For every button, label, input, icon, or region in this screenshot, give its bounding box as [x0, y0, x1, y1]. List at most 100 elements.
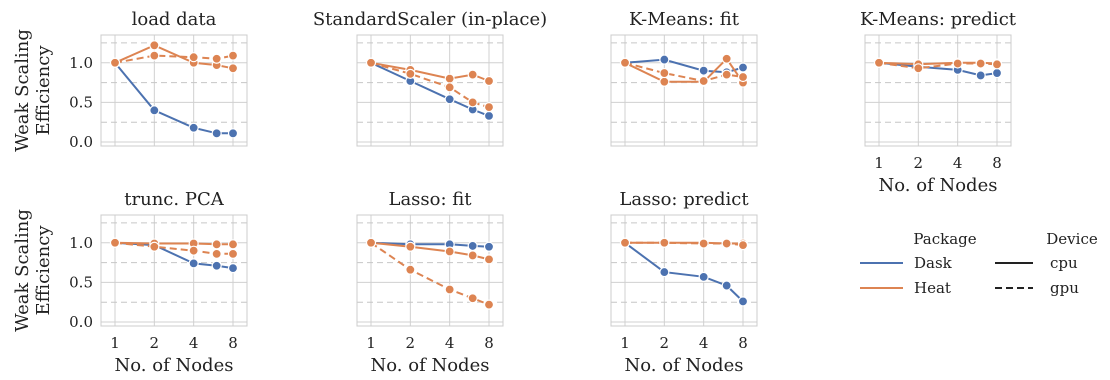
data-point-heat-gpu — [109, 237, 121, 248]
data-point-heat-gpu — [659, 237, 670, 248]
data-point-dask-cpu — [659, 266, 670, 278]
data-point-dask-cpu — [698, 65, 709, 76]
data-point-heat-gpu — [149, 50, 160, 61]
panel-title: load data — [132, 9, 217, 30]
data-point-heat-cpu — [227, 63, 239, 74]
data-point-dask-cpu — [659, 54, 670, 65]
data-point-heat-gpu — [109, 57, 121, 68]
data-point-heat-cpu — [405, 241, 416, 252]
y-tick-label: 1.0 — [69, 54, 93, 72]
data-point-heat-gpu — [737, 240, 749, 251]
data-point-heat-cpu — [444, 73, 455, 84]
x-tick-label: 1 — [366, 334, 376, 352]
panel-frame — [610, 214, 758, 327]
data-point-dask-cpu — [211, 260, 222, 271]
legend-title-package: Package — [913, 230, 976, 248]
chart-panel: Lasso: fit 1 2 4 8 No. of Nodes — [356, 189, 504, 376]
x-axis-label: No. of Nodes — [879, 175, 998, 196]
y-axis-label: Weak Scaling — [12, 29, 33, 152]
y-tick-label: 0.0 — [69, 313, 93, 331]
panel-title: Lasso: predict — [619, 189, 749, 210]
panel-frame — [610, 34, 758, 147]
data-point-dask-cpu — [211, 128, 222, 139]
series-line-dask-cpu — [624, 241, 744, 303]
data-point-heat-gpu — [698, 75, 709, 87]
x-tick-label: 8 — [484, 334, 494, 352]
x-tick-label: 4 — [445, 334, 455, 352]
panel-title: StandardScaler (in-place) — [313, 9, 547, 30]
data-point-dask-cpu — [227, 263, 239, 274]
x-tick-label: 4 — [189, 334, 199, 352]
data-point-heat-gpu — [188, 245, 199, 256]
x-tick-label: 2 — [914, 154, 924, 172]
chart-panel: trunc. PCA 0.0 0.5 1.0 Weak Scaling Efficienc… — [12, 189, 248, 376]
x-tick-label: 1 — [110, 334, 120, 352]
data-point-heat-cpu — [467, 250, 478, 261]
legend-label-device: cpu — [1050, 254, 1078, 272]
data-point-heat-cpu — [483, 254, 495, 265]
chart-panel: K-Means: predict 1 2 4 8 No. of Nodes — [860, 9, 1017, 196]
legend-label-package: Heat — [914, 279, 951, 297]
x-tick-label: 8 — [228, 334, 238, 352]
data-point-dask-cpu — [444, 94, 455, 105]
data-point-heat-gpu — [365, 237, 377, 248]
chart-panel: Lasso: predict 1 2 4 8 No. of Nodes — [610, 189, 758, 376]
panel-frame — [864, 34, 1012, 147]
panel-frame — [356, 214, 504, 327]
panel-title: Lasso: fit — [388, 189, 472, 210]
data-point-heat-gpu — [211, 248, 222, 259]
data-point-heat-gpu — [483, 299, 495, 310]
panel-frame — [100, 214, 248, 327]
data-point-dask-cpu — [227, 128, 239, 139]
data-point-heat-gpu — [467, 97, 478, 108]
data-point-heat-gpu — [659, 67, 670, 79]
chart-legend: Package Device Dask Heat cpu gpu — [860, 230, 1098, 297]
data-point-heat-gpu — [619, 57, 631, 68]
data-point-heat-cpu — [211, 239, 222, 250]
data-point-heat-gpu — [975, 58, 986, 69]
y-axis-label: Efficiency — [33, 225, 54, 316]
y-tick-label: 1.0 — [69, 234, 93, 252]
x-tick-label: 1 — [874, 154, 884, 172]
y-tick-label: 0.5 — [69, 93, 93, 111]
x-tick-label: 8 — [992, 154, 1002, 172]
x-tick-label: 2 — [406, 334, 416, 352]
data-point-dask-cpu — [737, 62, 749, 73]
x-tick-label: 1 — [620, 334, 630, 352]
data-point-heat-gpu — [721, 69, 732, 80]
data-point-heat-gpu — [483, 102, 495, 113]
y-axis-label: Weak Scaling — [12, 209, 33, 332]
data-point-heat-cpu — [467, 69, 478, 80]
data-point-heat-cpu — [227, 239, 239, 250]
data-point-heat-gpu — [913, 63, 924, 74]
panel-title: K-Means: fit — [629, 9, 740, 30]
data-point-dask-cpu — [737, 296, 749, 307]
data-point-heat-gpu — [405, 264, 416, 275]
data-point-dask-cpu — [483, 241, 495, 252]
data-point-heat-gpu — [188, 52, 199, 63]
panel-frame — [100, 34, 248, 147]
legend-label-device: gpu — [1050, 279, 1079, 297]
x-tick-label: 2 — [150, 334, 160, 352]
data-point-heat-gpu — [873, 57, 885, 68]
legend-label-package: Dask — [914, 254, 953, 272]
y-axis-label: Efficiency — [33, 45, 54, 136]
panel-title: trunc. PCA — [124, 189, 224, 210]
data-point-heat-gpu — [467, 293, 478, 304]
data-point-dask-cpu — [975, 70, 986, 81]
data-point-dask-cpu — [991, 67, 1003, 79]
chart-panel: load data 0.0 0.5 1.0 Weak Scaling Efficiency — [12, 9, 248, 152]
data-point-dask-cpu — [698, 271, 709, 282]
chart-panel: StandardScaler (in-place) — [313, 9, 547, 147]
data-point-heat-gpu — [227, 50, 239, 61]
data-point-heat-gpu — [444, 284, 455, 295]
data-point-heat-gpu — [365, 57, 377, 68]
data-point-heat-cpu — [483, 75, 495, 87]
data-point-dask-cpu — [188, 122, 199, 133]
data-point-heat-gpu — [737, 71, 749, 83]
data-point-dask-cpu — [467, 240, 478, 252]
y-tick-label: 0.0 — [69, 133, 93, 151]
data-point-heat-gpu — [698, 238, 709, 249]
x-tick-label: 4 — [699, 334, 709, 352]
